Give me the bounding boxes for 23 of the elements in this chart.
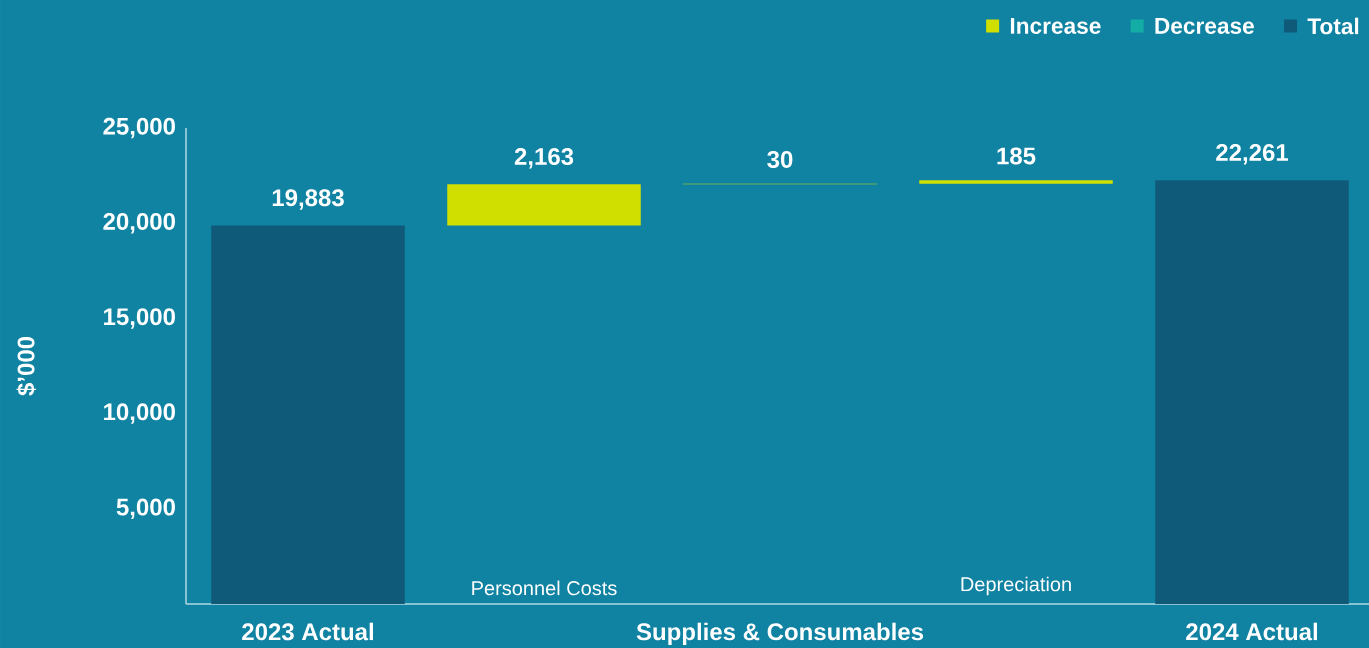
x-tick-label: 2023 Actual	[242, 622, 373, 641]
data-label: 2,163	[514, 148, 574, 169]
legend-label: Increase	[1010, 18, 1101, 34]
bar	[211, 225, 405, 604]
legend-label: Total	[1307, 17, 1359, 35]
bar	[1155, 180, 1349, 604]
y-tick-label: 5,000	[116, 498, 175, 520]
data-label: 30	[767, 150, 793, 168]
data-label: 185	[997, 147, 1036, 165]
y-tick-label: 15,000	[104, 308, 175, 329]
y-axis-title: $’000	[16, 336, 37, 396]
data-label: 19,883	[272, 189, 344, 210]
bar	[447, 184, 641, 226]
legend-label: Decrease	[1155, 18, 1254, 34]
x-tick-label: Personnel Costs	[472, 580, 617, 596]
y-tick-label: 25,000	[103, 117, 175, 139]
bar	[919, 180, 1113, 184]
y-tick-label: 10,000	[104, 403, 175, 424]
x-tick-label: Depreciation	[961, 576, 1071, 596]
x-tick-label: 2024 Actual	[1186, 622, 1317, 641]
data-label: 22,261	[1216, 143, 1289, 165]
y-tick-label: 20,000	[103, 212, 175, 234]
x-tick-label: Supplies & Consumables	[636, 622, 924, 646]
